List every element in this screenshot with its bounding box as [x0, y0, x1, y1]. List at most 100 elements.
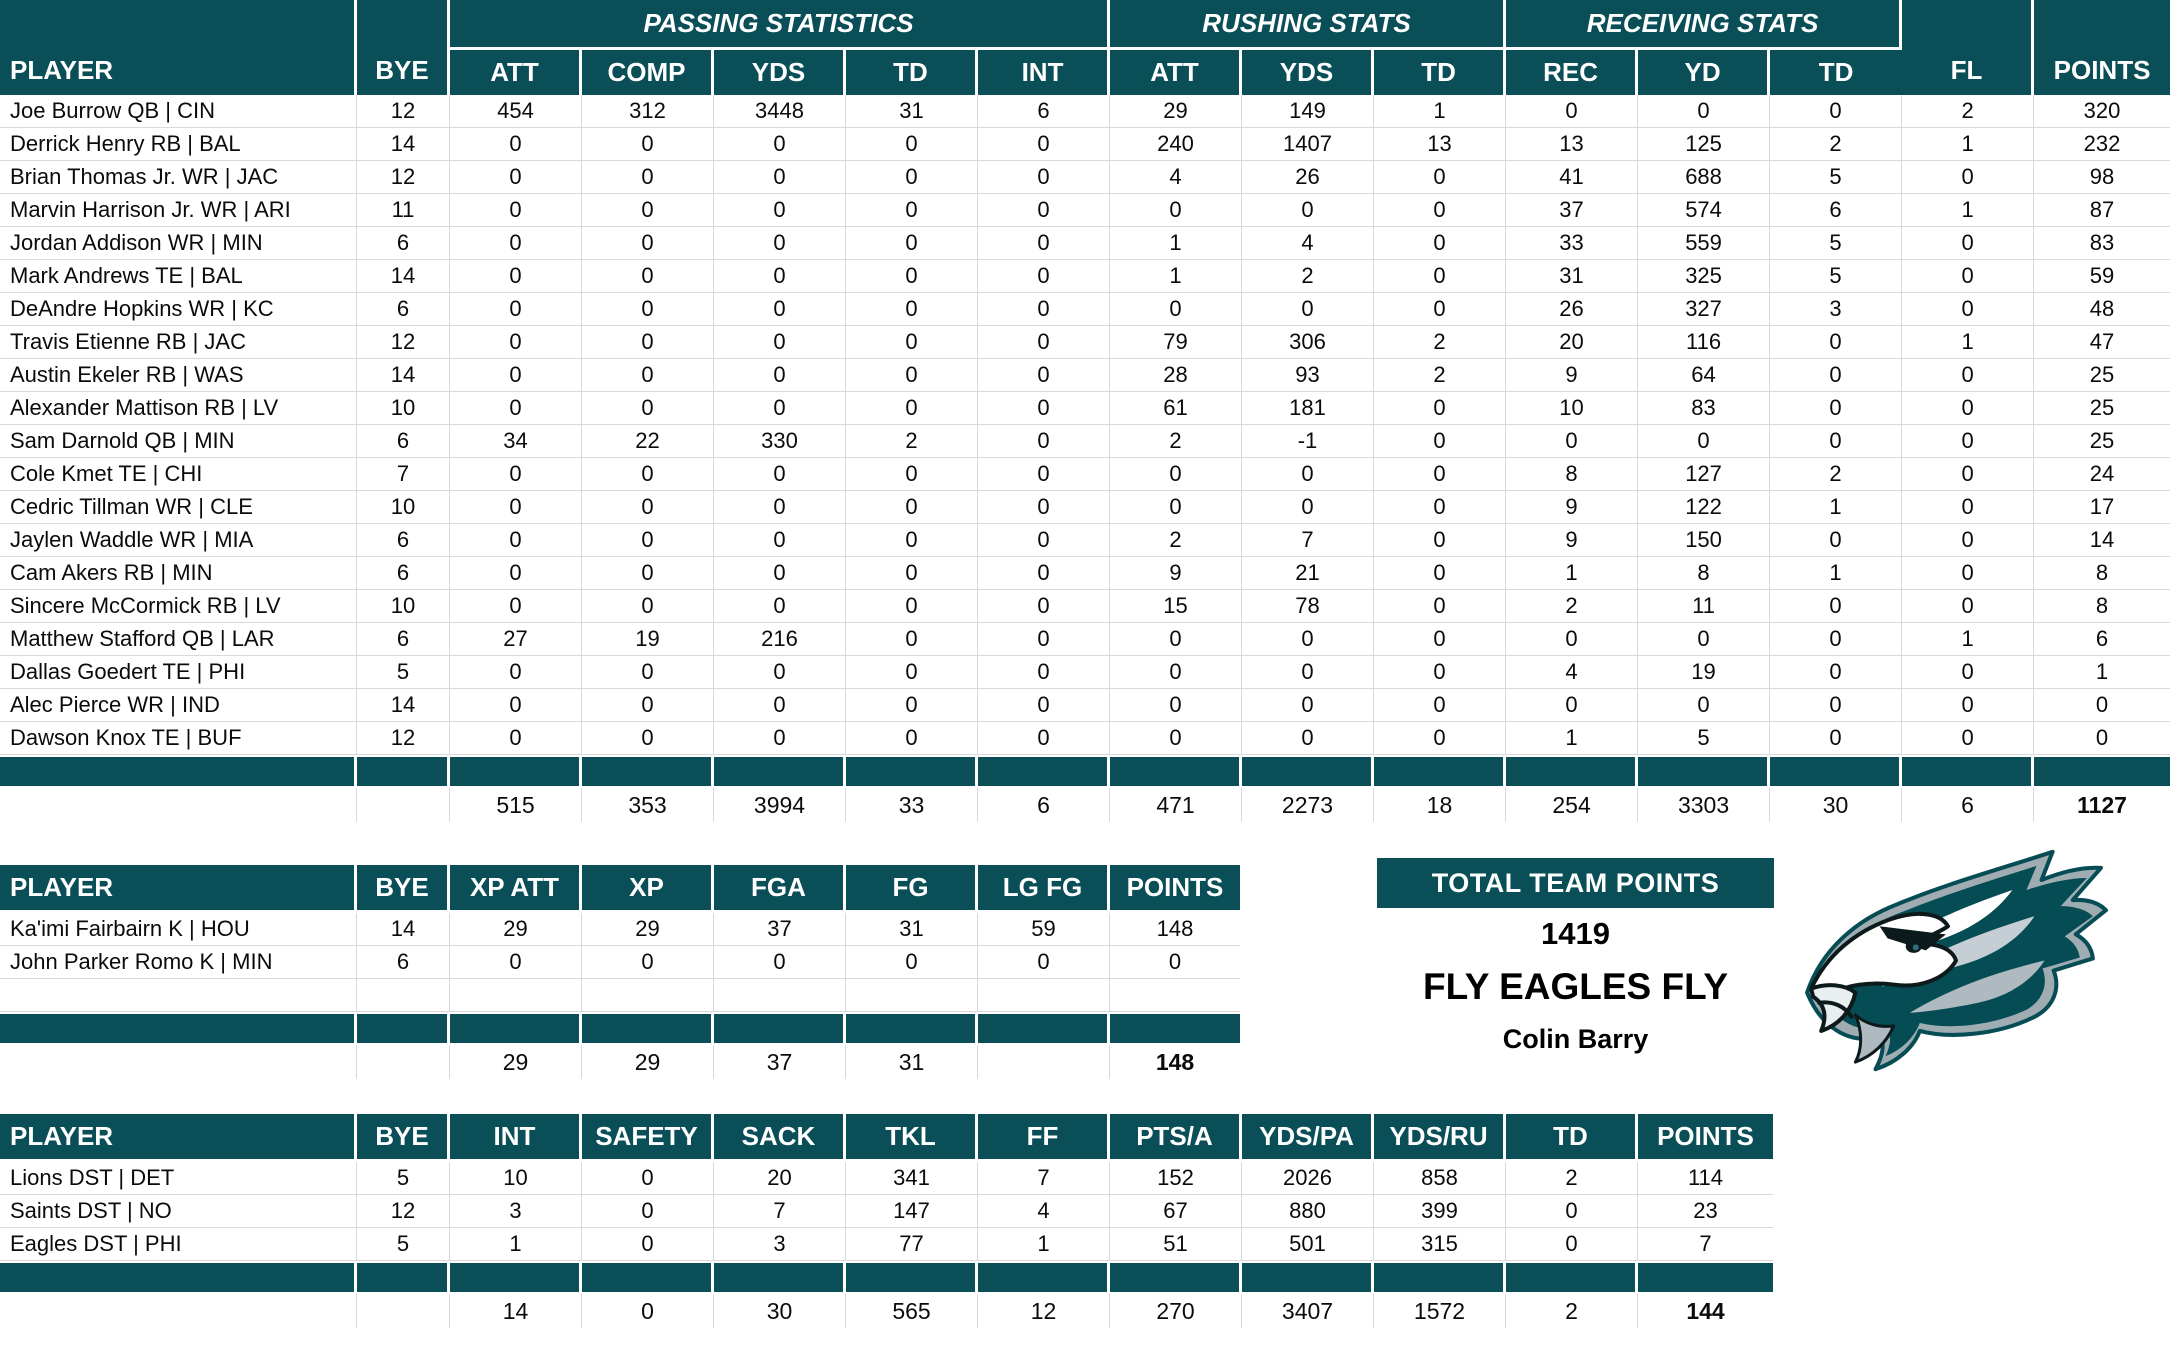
stat-cell[interactable]: 21 — [1242, 557, 1375, 590]
stat-cell[interactable]: 0 — [978, 656, 1111, 689]
stat-cell[interactable]: 59 — [2034, 260, 2170, 293]
stat-cell[interactable]: 1 — [1902, 128, 2035, 161]
stat-cell[interactable]: 0 — [978, 194, 1111, 227]
stat-cell[interactable]: 4 — [1110, 161, 1243, 194]
stat-cell[interactable]: 3 — [714, 1228, 846, 1261]
stat-cell[interactable]: 0 — [1374, 524, 1507, 557]
stat-cell[interactable]: 0 — [582, 1195, 714, 1228]
stat-cell[interactable]: 14 — [357, 689, 450, 722]
stat-cell[interactable]: 0 — [1902, 524, 2035, 557]
stat-cell[interactable]: 0 — [1242, 722, 1375, 755]
stat-cell[interactable]: 216 — [714, 623, 846, 656]
stat-cell[interactable]: 574 — [1638, 194, 1771, 227]
stat-cell[interactable]: 148 — [1110, 913, 1240, 946]
stat-cell[interactable]: 0 — [1374, 689, 1507, 722]
col-fl[interactable]: FL — [1902, 0, 2035, 95]
stat-cell[interactable]: 0 — [1638, 95, 1771, 128]
stat-cell[interactable]: 181 — [1242, 392, 1375, 425]
col-bye[interactable]: BYE — [357, 1114, 450, 1162]
stat-cell[interactable]: 22 — [582, 425, 714, 458]
stat-cell[interactable]: 17 — [2034, 491, 2170, 524]
stat-cell[interactable]: 2 — [1770, 458, 1903, 491]
stat-cell[interactable]: 0 — [1242, 491, 1375, 524]
col-player[interactable]: PLAYER — [0, 865, 357, 913]
stat-cell[interactable]: 0 — [1374, 293, 1507, 326]
stat-cell[interactable]: 0 — [1638, 689, 1771, 722]
stat-cell[interactable]: 0 — [978, 524, 1111, 557]
total-cell[interactable]: 1127 — [2034, 788, 2170, 822]
player-cell[interactable]: Brian Thomas Jr. WR | JAC — [0, 161, 357, 194]
stat-cell[interactable]: 7 — [714, 1195, 846, 1228]
team-owner-name[interactable]: Colin Barry — [1502, 1024, 1649, 1054]
stat-cell[interactable]: 559 — [1638, 227, 1771, 260]
stat-cell[interactable]: 1 — [1902, 194, 2035, 227]
stat-cell[interactable]: 19 — [582, 623, 714, 656]
col-player[interactable]: PLAYER — [0, 1114, 357, 1162]
stat-cell[interactable]: 152 — [1110, 1162, 1242, 1195]
stat-cell[interactable]: 0 — [582, 557, 714, 590]
stat-cell[interactable]: 0 — [1110, 946, 1240, 979]
stat-cell[interactable]: 0 — [1902, 293, 2035, 326]
total-cell[interactable]: 3407 — [1242, 1294, 1374, 1328]
stat-cell[interactable]: 0 — [1110, 656, 1243, 689]
stat-cell[interactable]: 29 — [582, 913, 714, 946]
stat-cell[interactable]: 0 — [978, 722, 1111, 755]
stat-cell[interactable]: 0 — [1770, 392, 1903, 425]
total-cell[interactable] — [357, 788, 450, 822]
stat-cell[interactable]: 0 — [714, 590, 846, 623]
stat-cell[interactable]: 8 — [2034, 590, 2170, 623]
stat-cell[interactable]: 0 — [582, 946, 714, 979]
stat-cell[interactable]: 0 — [1374, 161, 1507, 194]
col-points[interactable]: POINTS — [1638, 1114, 1773, 1162]
stat-cell[interactable]: 79 — [1110, 326, 1243, 359]
stat-cell[interactable]: 0 — [1902, 557, 2035, 590]
stat-cell[interactable]: 150 — [1638, 524, 1771, 557]
stat-cell[interactable]: 20 — [714, 1162, 846, 1195]
stat-cell[interactable]: 0 — [978, 392, 1111, 425]
stat-cell[interactable]: 0 — [1902, 260, 2035, 293]
stat-cell[interactable]: 147 — [846, 1195, 978, 1228]
stat-cell[interactable]: 0 — [846, 590, 978, 623]
stat-cell[interactable]: 0 — [846, 458, 978, 491]
total-cell[interactable] — [0, 1045, 357, 1079]
stat-cell[interactable]: 4 — [978, 1195, 1110, 1228]
stat-cell[interactable]: 0 — [1374, 722, 1507, 755]
stat-cell[interactable]: 0 — [846, 128, 978, 161]
stat-cell[interactable]: 0 — [846, 260, 978, 293]
stat-cell[interactable]: 9 — [1506, 524, 1639, 557]
stat-cell[interactable]: 78 — [1242, 590, 1375, 623]
stat-cell[interactable]: 5 — [357, 656, 450, 689]
player-cell[interactable]: Cam Akers RB | MIN — [0, 557, 357, 590]
stat-cell[interactable]: 31 — [846, 95, 978, 128]
stat-cell[interactable]: 0 — [582, 689, 714, 722]
stat-cell[interactable]: 0 — [582, 128, 714, 161]
stat-cell[interactable]: 19 — [1638, 656, 1771, 689]
stat-cell[interactable]: 6 — [357, 293, 450, 326]
stat-cell[interactable]: 0 — [846, 946, 978, 979]
stat-cell[interactable]: 1407 — [1242, 128, 1375, 161]
stat-cell[interactable]: 29 — [450, 913, 582, 946]
stat-cell[interactable]: 59 — [978, 913, 1110, 946]
stat-cell[interactable]: 9 — [1506, 491, 1639, 524]
stat-cell[interactable]: 12 — [357, 1195, 450, 1228]
stat-cell[interactable]: 0 — [582, 524, 714, 557]
empty-cell[interactable] — [0, 979, 357, 1012]
stat-cell[interactable]: 0 — [1770, 689, 1903, 722]
col-xp-att[interactable]: XP ATT — [450, 865, 582, 913]
stat-cell[interactable]: 0 — [714, 161, 846, 194]
player-cell[interactable]: Jordan Addison WR | MIN — [0, 227, 357, 260]
stat-cell[interactable]: 0 — [714, 458, 846, 491]
stat-cell[interactable]: 26 — [1506, 293, 1639, 326]
stat-cell[interactable]: 880 — [1242, 1195, 1374, 1228]
stat-cell[interactable]: 0 — [1638, 623, 1771, 656]
stat-cell[interactable]: 0 — [1374, 590, 1507, 623]
stat-cell[interactable]: 0 — [978, 359, 1111, 392]
stat-cell[interactable]: 501 — [1242, 1228, 1374, 1261]
empty-cell[interactable] — [714, 979, 846, 1012]
stat-cell[interactable]: 858 — [1374, 1162, 1506, 1195]
stat-cell[interactable]: 0 — [1902, 722, 2035, 755]
stat-cell[interactable]: 4 — [1506, 656, 1639, 689]
stat-cell[interactable]: 0 — [1242, 656, 1375, 689]
stat-cell[interactable]: 0 — [1242, 623, 1375, 656]
stat-cell[interactable]: 312 — [582, 95, 714, 128]
